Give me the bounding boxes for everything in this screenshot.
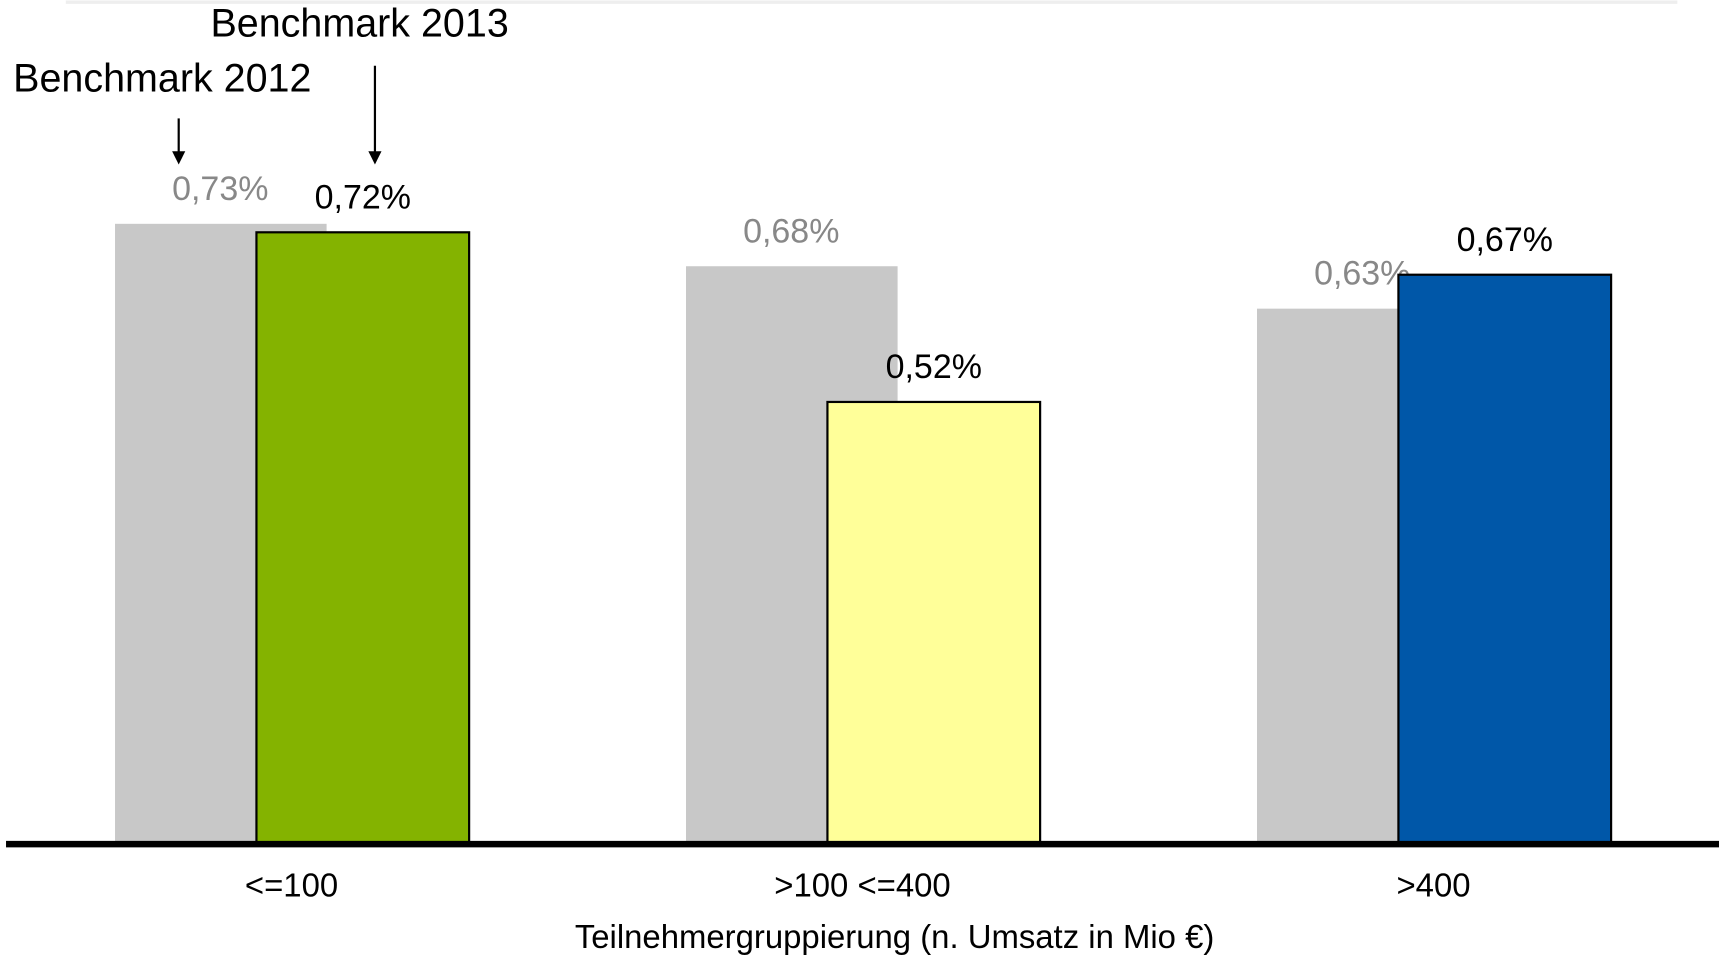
annotation-2013: Benchmark 2013: [210, 2, 508, 46]
arrow-head: [172, 151, 186, 165]
x-tick-label: <=100: [245, 867, 338, 904]
x-tick-label: >100 <=400: [774, 867, 950, 904]
annotation-2012: Benchmark 2012: [13, 57, 311, 101]
arrow-head: [368, 151, 382, 165]
value-label: 0,67%: [1457, 221, 1553, 259]
bar: [255, 231, 471, 845]
x-axis-title: Teilnehmergruppierung (n. Umsatz in Mio …: [575, 918, 1215, 955]
bar: [826, 400, 1042, 845]
bar: [1397, 273, 1613, 845]
value-label: 0,68%: [743, 212, 839, 250]
value-label: 0,72%: [315, 178, 411, 216]
value-label: 0,73%: [172, 170, 268, 208]
value-label: 0,52%: [886, 348, 982, 386]
x-tick-label: >400: [1396, 867, 1470, 904]
value-label: 0,63%: [1314, 255, 1410, 293]
